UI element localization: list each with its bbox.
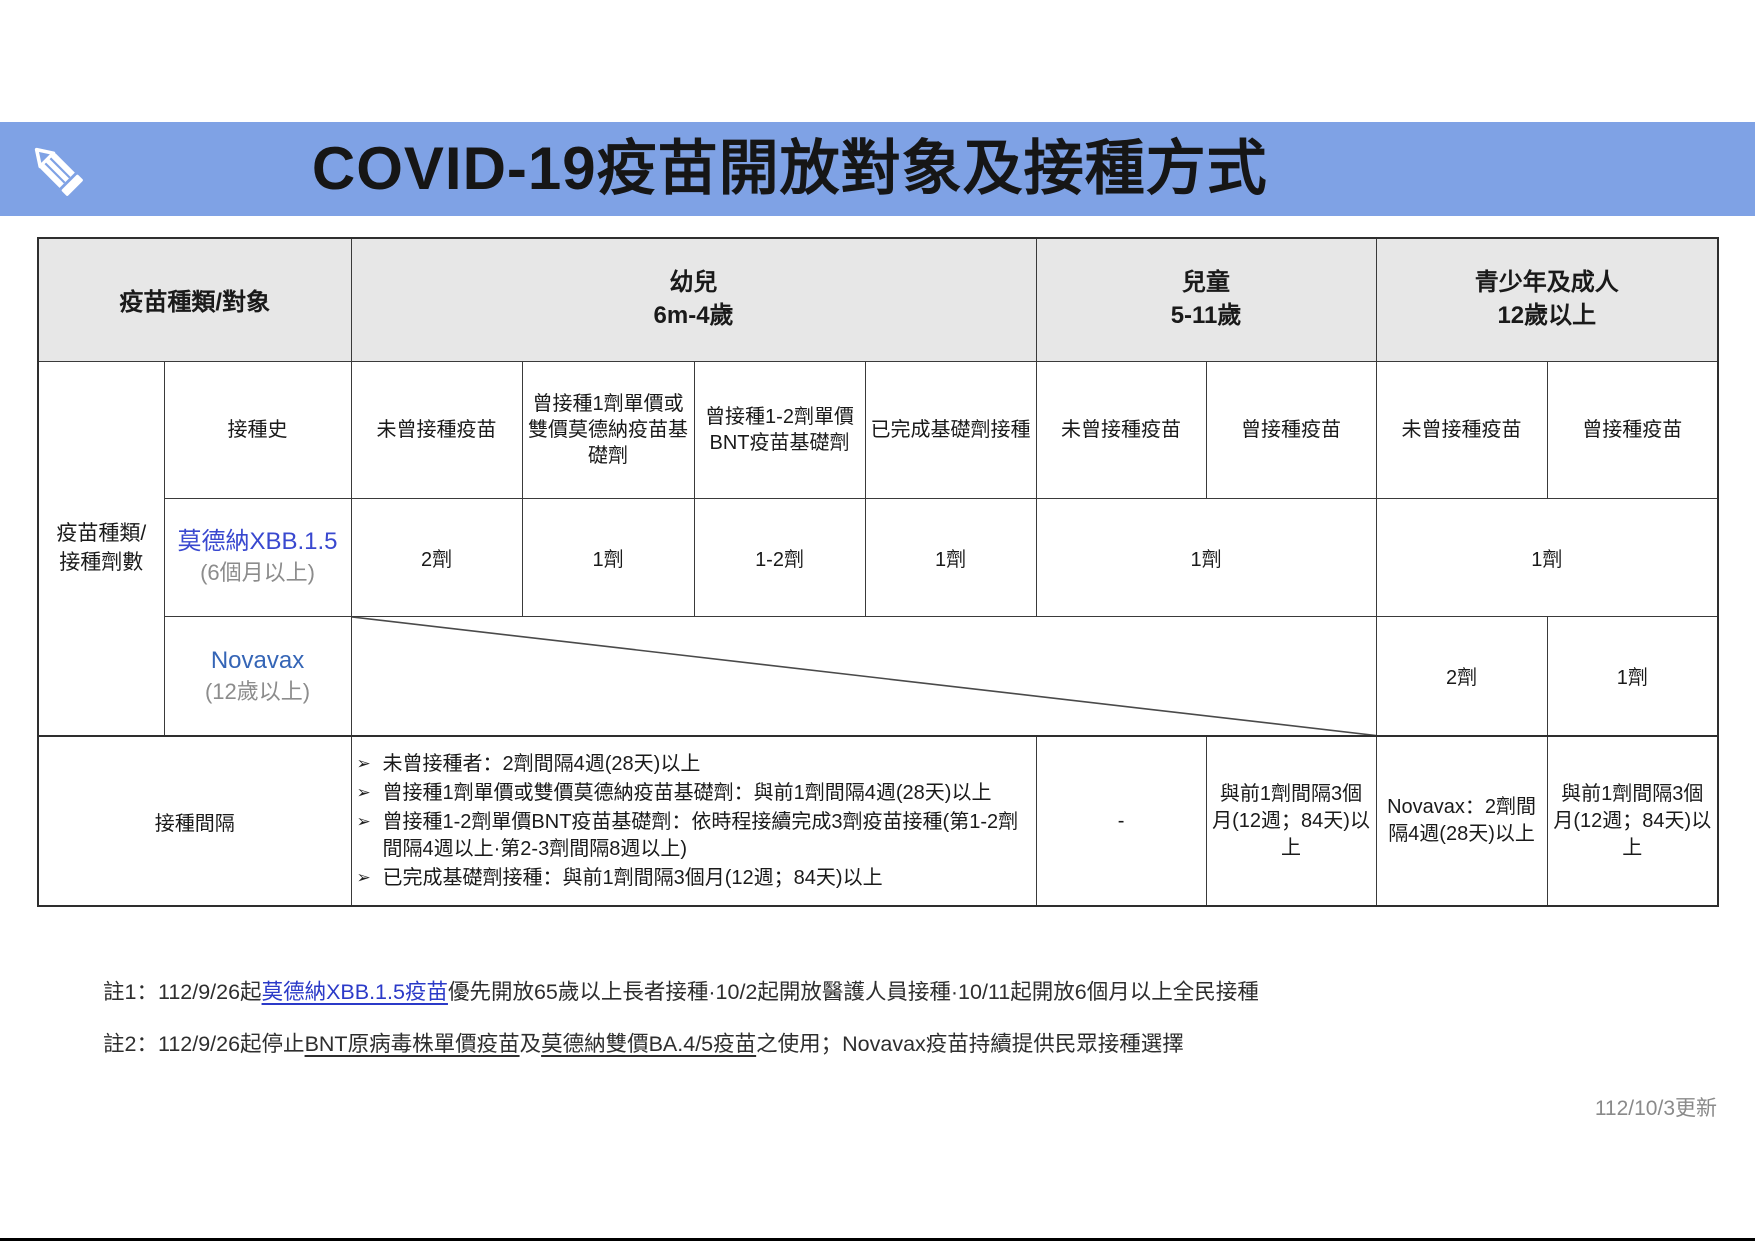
row-group-label-line1: 疫苗種類/	[56, 521, 147, 545]
history-cell: 已完成基礎劑接種	[864, 360, 1037, 499]
history-cell: 曾接種疫苗	[1205, 360, 1377, 499]
vaccination-history-row: 疫苗種類/ 接種劑數 接種史 未曾接種疫苗 曾接種1劑單價或雙價莫德納疫苗基礎劑…	[37, 360, 1719, 737]
footnote-text: 之使用；Novavax疫苗持續提供民眾接種選擇	[756, 1032, 1184, 1057]
interval-details: ➢ 未曾接種者：2劑間隔4週(28天)以上 ➢ 曾接種1劑單價或雙價莫德納疫苗基…	[350, 735, 1037, 907]
moderna-xbb-row: 莫德納XBB.1.5 (6個月以上) 2劑 1劑 1-2劑 1劑 1劑 1劑	[38, 497, 1719, 617]
vaccine-name-novavax: Novavax (12歲以上)	[163, 615, 352, 737]
footnote-2: 註2：112/9/26起停止BNT原病毒株單價疫苗及莫德納雙價BA.4/5疫苗之…	[103, 1029, 1259, 1060]
interval-row: 接種間隔 ➢ 未曾接種者：2劑間隔4週(28天)以上 ➢ 曾接種1劑單價或雙價莫…	[37, 735, 1719, 907]
row-group-label-line2: 接種劑數	[59, 551, 144, 575]
table-header-row: 疫苗種類/對象 幼兒 6m-4歲 兒童 5-11歲 青少年及成人 12歲以上	[37, 237, 1719, 362]
group-header-toddler: 幼兒 6m-4歲	[350, 237, 1037, 362]
group-header-children: 兒童 5-11歲	[1035, 237, 1377, 362]
group-label: 幼兒	[669, 269, 718, 297]
group-label: 青少年及成人	[1474, 269, 1619, 297]
group-age-range: 6m-4歲	[653, 301, 734, 329]
bottom-edge	[0, 1238, 1755, 1241]
update-date: 112/10/3更新	[1594, 1097, 1717, 1120]
arrow-bullet-icon: ➢	[356, 868, 371, 888]
pencil-icon	[20, 133, 92, 205]
history-cell: 曾接種疫苗	[1546, 360, 1719, 499]
vaccine-age-limit: (6個月以上)	[200, 560, 315, 586]
row-group-label: 疫苗種類/ 接種劑數	[37, 360, 165, 737]
dose-cell: 1劑	[1035, 497, 1377, 617]
vaccine-name: 莫德納XBB.1.5	[177, 527, 338, 555]
interval-cell: -	[1035, 735, 1207, 907]
footnote-underlined: 莫德納雙價BA.4/5疫苗	[541, 1032, 757, 1057]
history-cell: 曾接種1-2劑單價BNT疫苗基礎劑	[693, 360, 866, 499]
interval-cell: Novavax：2劑間隔4週(28天)以上	[1375, 735, 1548, 907]
footnote-text: 註2：112/9/26起停止	[103, 1032, 305, 1057]
footnote-text: 優先開放65歲以上長者接種·10/2起開放醫護人員接種·10/11起開放6個月以…	[447, 980, 1259, 1004]
footnote-highlight: 莫德納XBB.1.5疫苗	[261, 980, 448, 1004]
footnote-text: 註1：112/9/26起	[103, 980, 262, 1004]
title-banner: COVID-19疫苗開放對象及接種方式	[0, 122, 1755, 216]
novavax-row: Novavax (12歲以上) 2劑 1劑	[38, 615, 1719, 737]
history-label: 接種史	[163, 360, 352, 499]
vaccine-table: 疫苗種類/對象 幼兒 6m-4歲 兒童 5-11歲 青少年及成人 12歲以上 疫…	[37, 237, 1720, 907]
not-applicable-cell	[350, 615, 1377, 737]
arrow-bullet-icon: ➢	[356, 782, 371, 802]
interval-cell: 與前1劑間隔3個月(12週；84天)以上	[1205, 735, 1377, 907]
interval-bullet: ➢ 曾接種1-2劑單價BNT疫苗基礎劑：依時程接續完成3劑疫苗接種(第1-2劑間…	[357, 809, 1031, 862]
dose-cell: 1劑	[1546, 615, 1719, 737]
bullet-text: 曾接種1劑單價或雙價莫德納疫苗基礎劑：與前1劑間隔4週(28天)以上	[382, 781, 992, 804]
history-cell: 未曾接種疫苗	[1035, 360, 1207, 499]
group-age-range: 12歲以上	[1497, 301, 1597, 329]
group-label: 兒童	[1182, 269, 1231, 297]
dose-cell: 1-2劑	[693, 497, 866, 617]
corner-header: 疫苗種類/對象	[37, 237, 352, 362]
history-cell: 未曾接種疫苗	[1375, 360, 1548, 499]
bullet-text: 未曾接種者：2劑間隔4週(28天)以上	[382, 752, 701, 775]
dose-cell: 1劑	[864, 497, 1037, 617]
vaccine-name-xbb: 莫德納XBB.1.5 (6個月以上)	[163, 497, 352, 617]
interval-bullet: ➢ 已完成基礎劑接種：與前1劑間隔3個月(12週；84天)以上	[357, 865, 1031, 891]
bullet-text: 曾接種1-2劑單價BNT疫苗基礎劑：依時程接續完成3劑疫苗接種(第1-2劑間隔4…	[382, 811, 1019, 860]
history-cell: 曾接種1劑單價或雙價莫德納疫苗基礎劑	[521, 360, 695, 499]
bullet-text: 已完成基礎劑接種：與前1劑間隔3個月(12週；84天)以上	[382, 867, 883, 890]
group-age-range: 5-11歲	[1170, 301, 1242, 329]
history-cell: 未曾接種疫苗	[350, 360, 523, 499]
footnote-underlined: BNT原病毒株單價疫苗	[304, 1032, 520, 1057]
arrow-bullet-icon: ➢	[356, 753, 371, 773]
interval-cell: 與前1劑間隔3個月(12週；84天)以上	[1546, 735, 1719, 907]
page-title: COVID-19疫苗開放對象及接種方式	[311, 135, 1268, 202]
interval-label: 接種間隔	[37, 735, 352, 907]
dose-cell: 1劑	[521, 497, 695, 617]
interval-bullet: ➢ 曾接種1劑單價或雙價莫德納疫苗基礎劑：與前1劑間隔4週(28天)以上	[357, 780, 1031, 806]
footnote-1: 註1：112/9/26起莫德納XBB.1.5疫苗優先開放65歲以上長者接種·10…	[103, 977, 1259, 1008]
arrow-bullet-icon: ➢	[356, 812, 371, 832]
group-header-adolescents-adults: 青少年及成人 12歲以上	[1375, 237, 1719, 362]
vaccine-age-limit: (12歲以上)	[204, 679, 311, 705]
interval-bullet: ➢ 未曾接種者：2劑間隔4週(28天)以上	[357, 751, 1031, 777]
footnotes: 註1：112/9/26起莫德納XBB.1.5疫苗優先開放65歲以上長者接種·10…	[103, 977, 1259, 1081]
dose-cell: 1劑	[1375, 497, 1719, 617]
diagonal-line	[352, 617, 1376, 736]
vaccine-name: Novavax	[210, 646, 305, 674]
dose-cell: 2劑	[350, 497, 523, 617]
dose-cell: 2劑	[1375, 615, 1548, 737]
footnote-text: 及	[519, 1032, 542, 1057]
